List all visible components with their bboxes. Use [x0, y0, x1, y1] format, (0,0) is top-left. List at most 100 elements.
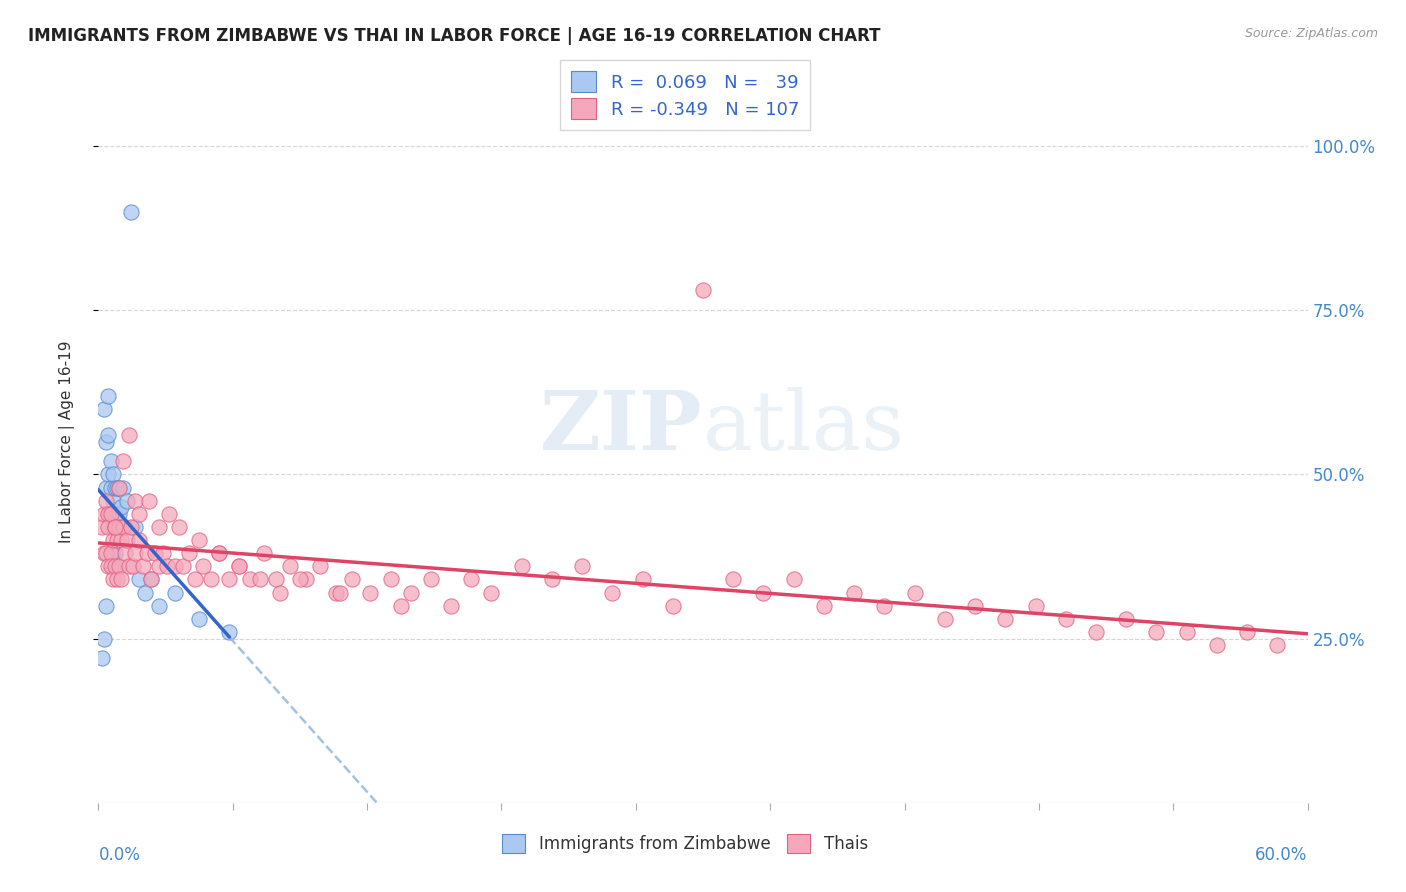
Point	[103, 520, 125, 534]
Point	[239, 573, 262, 587]
Point	[783, 573, 806, 587]
Point	[200, 573, 222, 587]
Point	[115, 533, 138, 547]
Point	[873, 599, 896, 613]
Point	[111, 454, 134, 468]
Point	[101, 467, 124, 482]
Point	[148, 520, 170, 534]
Point	[269, 585, 291, 599]
Point	[114, 546, 136, 560]
Point	[110, 573, 132, 587]
Point	[228, 559, 250, 574]
Point	[904, 585, 927, 599]
Point	[101, 573, 124, 587]
Point	[420, 573, 443, 587]
Point	[460, 573, 482, 587]
Point	[114, 520, 136, 534]
Point	[399, 585, 422, 599]
Point	[118, 559, 141, 574]
Point	[1175, 625, 1198, 640]
Point	[124, 493, 146, 508]
Point	[139, 573, 162, 587]
Point	[228, 559, 250, 574]
Point	[253, 546, 276, 560]
Point	[934, 612, 956, 626]
Point	[163, 585, 186, 599]
Point	[139, 573, 162, 587]
Point	[1146, 625, 1168, 640]
Point	[107, 481, 129, 495]
Point	[91, 520, 114, 534]
Point	[107, 481, 129, 495]
Point	[1085, 625, 1108, 640]
Point	[97, 428, 120, 442]
Point	[93, 632, 115, 646]
Point	[110, 533, 132, 547]
Point	[188, 612, 211, 626]
Point	[288, 573, 311, 587]
Point	[249, 573, 271, 587]
Point	[100, 546, 122, 560]
Point	[97, 388, 120, 402]
Point	[96, 434, 118, 449]
Point	[96, 599, 118, 613]
Point	[101, 559, 124, 574]
Point	[188, 533, 211, 547]
Point	[143, 546, 166, 560]
Point	[93, 401, 115, 416]
Point	[120, 520, 142, 534]
Point	[389, 599, 412, 613]
Point	[661, 599, 683, 613]
Point	[631, 573, 654, 587]
Point	[111, 520, 134, 534]
Point	[1115, 612, 1137, 626]
Point	[100, 546, 122, 560]
Point	[309, 559, 332, 574]
Point	[101, 493, 124, 508]
Point	[135, 546, 157, 560]
Point	[1267, 638, 1289, 652]
Point	[723, 573, 745, 587]
Point	[103, 546, 125, 560]
Point	[124, 520, 146, 534]
Point	[100, 559, 122, 574]
Point	[111, 481, 134, 495]
Point	[105, 533, 128, 547]
Point	[93, 546, 115, 560]
Point	[128, 533, 150, 547]
Y-axis label: In Labor Force | Age 16-19: In Labor Force | Age 16-19	[59, 340, 75, 543]
Point	[360, 585, 382, 599]
Legend: Immigrants from Zimbabwe, Thais: Immigrants from Zimbabwe, Thais	[495, 827, 875, 860]
Point	[96, 546, 118, 560]
Point	[844, 585, 866, 599]
Point	[295, 573, 318, 587]
Point	[380, 573, 402, 587]
Point	[264, 573, 287, 587]
Text: IMMIGRANTS FROM ZIMBABWE VS THAI IN LABOR FORCE | AGE 16-19 CORRELATION CHART: IMMIGRANTS FROM ZIMBABWE VS THAI IN LABO…	[28, 27, 880, 45]
Point	[965, 599, 987, 613]
Point	[121, 559, 143, 574]
Point	[994, 612, 1017, 626]
Point	[148, 599, 170, 613]
Point	[813, 599, 835, 613]
Point	[100, 454, 122, 468]
Point	[540, 573, 562, 587]
Point	[157, 507, 180, 521]
Point	[278, 559, 301, 574]
Point	[481, 585, 503, 599]
Point	[100, 507, 122, 521]
Point	[103, 520, 125, 534]
Point	[97, 507, 120, 521]
Point	[107, 520, 129, 534]
Point	[91, 651, 114, 665]
Point	[208, 546, 231, 560]
Point	[100, 481, 122, 495]
Point	[101, 520, 124, 534]
Point	[1025, 599, 1047, 613]
Point	[105, 573, 128, 587]
Point	[571, 559, 593, 574]
Point	[218, 625, 240, 640]
Point	[218, 573, 240, 587]
Text: 0.0%: 0.0%	[98, 847, 141, 864]
Point	[1206, 638, 1229, 652]
